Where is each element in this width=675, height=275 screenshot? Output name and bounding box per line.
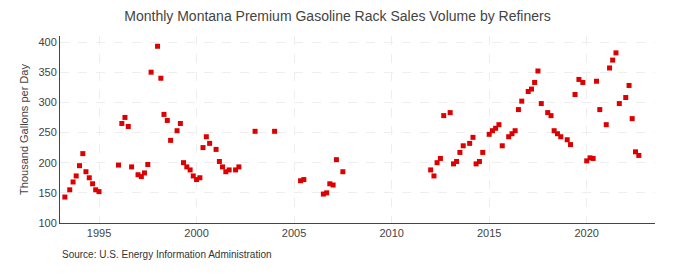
svg-text:350: 350 [38, 66, 56, 78]
svg-text:2005: 2005 [282, 227, 306, 239]
svg-text:2010: 2010 [379, 227, 403, 239]
svg-text:Source: U.S. Energy Informatio: Source: U.S. Energy Information Administ… [62, 249, 272, 260]
svg-text:200: 200 [38, 157, 56, 169]
svg-text:Monthly Montana Premium Gasoli: Monthly Montana Premium Gasoline Rack Sa… [124, 8, 550, 24]
svg-text:400: 400 [38, 36, 56, 48]
svg-text:300: 300 [38, 96, 56, 108]
svg-text:2000: 2000 [184, 227, 208, 239]
svg-text:150: 150 [38, 187, 56, 199]
svg-text:250: 250 [38, 126, 56, 138]
svg-text:2020: 2020 [574, 227, 598, 239]
svg-text:1995: 1995 [87, 227, 111, 239]
svg-text:100: 100 [38, 217, 56, 229]
svg-text:2015: 2015 [477, 227, 501, 239]
svg-text:Thousand Gallons per Day: Thousand Gallons per Day [18, 64, 30, 195]
